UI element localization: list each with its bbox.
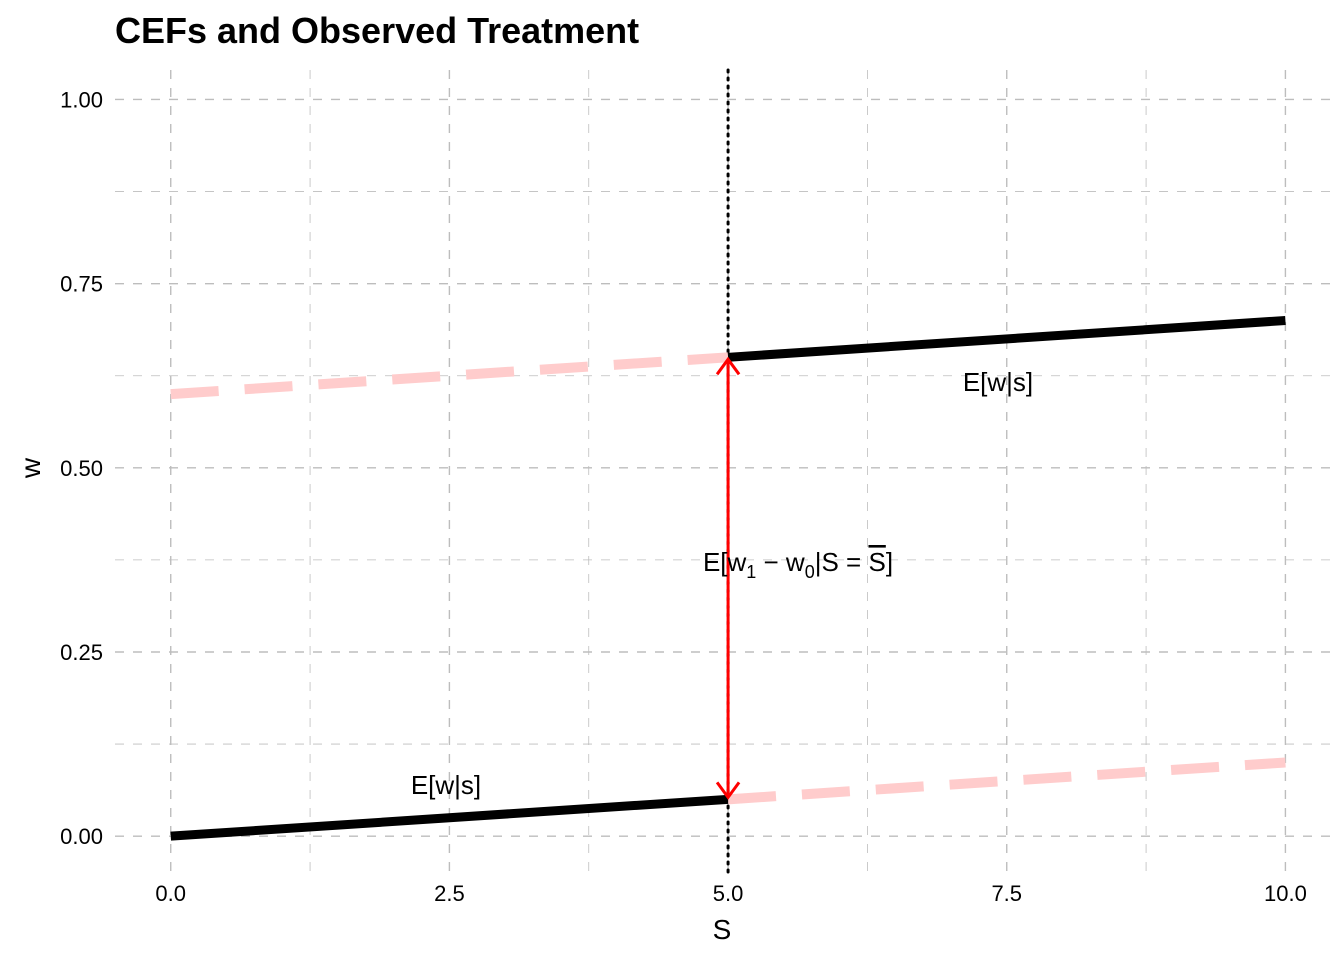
annotation-treatment-effect: E[w1 − w0|S = S] (703, 547, 893, 582)
counterfactual-cef-line-1 (727, 757, 1286, 805)
x-axis-title: S (713, 914, 732, 945)
x-tick-label-1: 2.5 (434, 881, 465, 906)
x-tick-label-3: 7.5 (991, 881, 1022, 906)
te-tail: |S = (815, 547, 869, 577)
annotation-cef-lower: E[w|s] (411, 770, 481, 800)
chart-title: CEFs and Observed Treatment (115, 10, 639, 51)
y-tick-label-0: 0.00 (60, 824, 103, 849)
te-close: ] (886, 547, 893, 577)
observed-cef-line-3 (727, 315, 1286, 362)
y-tick-label-2: 0.50 (60, 456, 103, 481)
te-sub0: 0 (805, 562, 815, 582)
te-lead: E[w (703, 547, 747, 577)
te-minus: − w (756, 547, 805, 577)
y-axis-title: w (15, 457, 46, 479)
y-tick-label-1: 0.25 (60, 640, 103, 665)
treatment-effect-arrow (715, 356, 741, 800)
y-tick-label-4: 1.00 (60, 87, 103, 112)
counterfactual-cef-line-2 (170, 352, 729, 400)
arrow-head-bottom (715, 781, 741, 800)
x-tick-label-4: 10.0 (1264, 881, 1307, 906)
grid (115, 68, 1330, 875)
x-tick-label-2: 5.0 (713, 881, 744, 906)
tick-labels: 0.0 2.5 5.0 7.5 10.0 0.00 0.25 0.50 0.75 1.00 (60, 87, 1307, 906)
series (170, 315, 1286, 841)
x-tick-label-0: 0.0 (155, 881, 186, 906)
annotation-cef-upper: E[w|s] (963, 367, 1033, 397)
arrow-head-top (715, 356, 741, 376)
te-sub1: 1 (746, 562, 756, 582)
observed-cef-line-0 (170, 794, 729, 841)
te-sbar: S (868, 547, 885, 577)
y-tick-label-3: 0.75 (60, 272, 103, 297)
annotations: E[w|s] E[w|s] E[w1 − w0|S = S] (411, 367, 1033, 800)
